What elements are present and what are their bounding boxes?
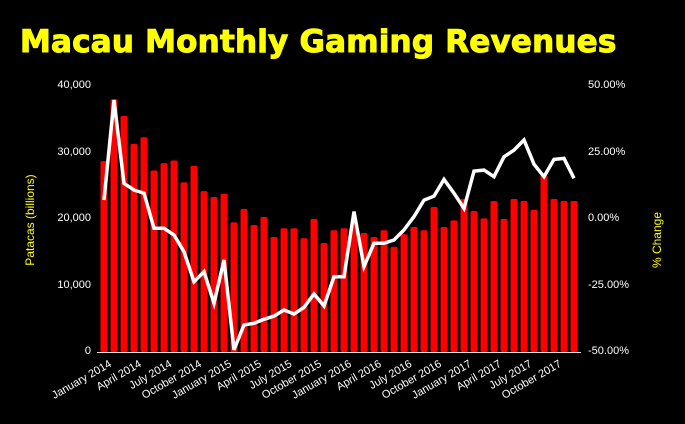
right-axis-tick-label: -50.00% (588, 345, 629, 357)
revenue-bar (500, 219, 508, 352)
revenue-bar (420, 230, 428, 352)
revenue-bar (330, 230, 338, 352)
revenue-bar (260, 217, 268, 352)
right-axis-tick-label: 50.00% (588, 79, 626, 91)
revenue-bar (150, 170, 158, 352)
revenue-bar (540, 175, 548, 352)
left-axis-tick-label: 10,000 (57, 278, 91, 291)
revenue-bar (170, 160, 178, 352)
revenue-bar (400, 234, 408, 352)
revenue-bar (380, 230, 388, 352)
revenue-bar (320, 242, 328, 352)
revenue-bar (390, 246, 398, 352)
revenue-bar (450, 220, 458, 352)
revenue-bar (110, 99, 118, 352)
revenue-bar (530, 209, 538, 352)
left-axis-tick-label: 20,000 (57, 212, 91, 224)
revenue-bar (290, 228, 298, 352)
revenue-bar (310, 219, 318, 352)
revenue-bar (440, 226, 448, 352)
revenue-bar (190, 165, 198, 352)
revenue-bar (560, 201, 568, 352)
pct-change-line (102, 99, 576, 351)
right-axis-tick-label: 0.00% (588, 212, 620, 224)
revenue-bar (250, 224, 258, 352)
right-axis-tick-label: 25.00% (588, 145, 626, 158)
revenue-bar (520, 201, 528, 352)
revenue-bar (410, 226, 418, 352)
revenue-bar (160, 163, 168, 352)
left-axis-tick-label: 40,000 (57, 79, 91, 91)
chart-title: Macau Monthly Gaming Revenues (20, 24, 617, 61)
revenue-bar (280, 228, 288, 352)
revenue-bar (350, 222, 358, 352)
revenue-bar (510, 199, 518, 352)
revenue-bar (490, 201, 498, 352)
revenue-bar (100, 161, 108, 352)
revenue-bar (180, 182, 188, 352)
revenue-bar (300, 238, 308, 352)
revenue-bar (270, 236, 278, 352)
revenue-bar (370, 236, 378, 352)
revenue-bar (430, 207, 438, 352)
left-axis-tick-label: 0 (84, 345, 91, 357)
revenue-bar (460, 199, 468, 352)
revenue-bar (340, 228, 348, 352)
revenue-bar (470, 211, 478, 352)
left-axis-tick-label: 30,000 (57, 145, 91, 158)
right-axis-tick-label: -25.00% (588, 278, 629, 291)
revenue-bar (480, 218, 488, 352)
revenue-bar (140, 137, 148, 352)
revenue-bar (130, 143, 138, 352)
revenue-bar (550, 199, 558, 352)
revenue-bar (570, 201, 578, 352)
revenue-bar (240, 209, 248, 352)
revenue-bar (210, 197, 218, 352)
